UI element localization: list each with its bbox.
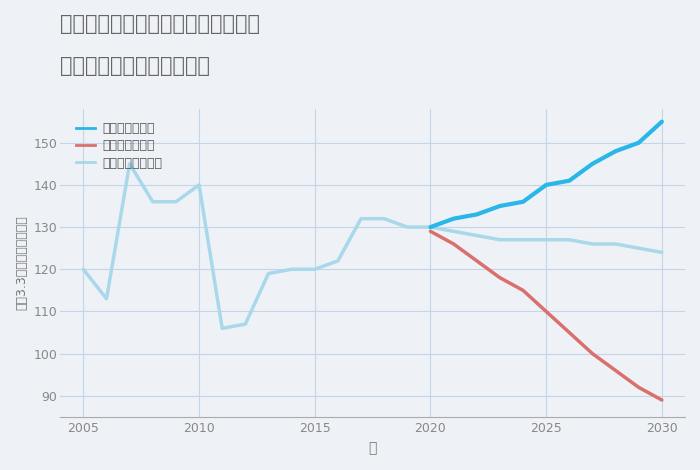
Text: 埼玉県さいたま市岩槻区表慈恩寺の: 埼玉県さいたま市岩槻区表慈恩寺の — [60, 14, 260, 34]
Text: 中古マンションの価格推移: 中古マンションの価格推移 — [60, 56, 210, 77]
Legend: グッドシナリオ, バッドシナリオ, ノーマルシナリオ: グッドシナリオ, バッドシナリオ, ノーマルシナリオ — [73, 118, 167, 173]
Y-axis label: 平（3.3㎡）単価（万円）: 平（3.3㎡）単価（万円） — [15, 216, 28, 310]
X-axis label: 年: 年 — [368, 441, 377, 455]
